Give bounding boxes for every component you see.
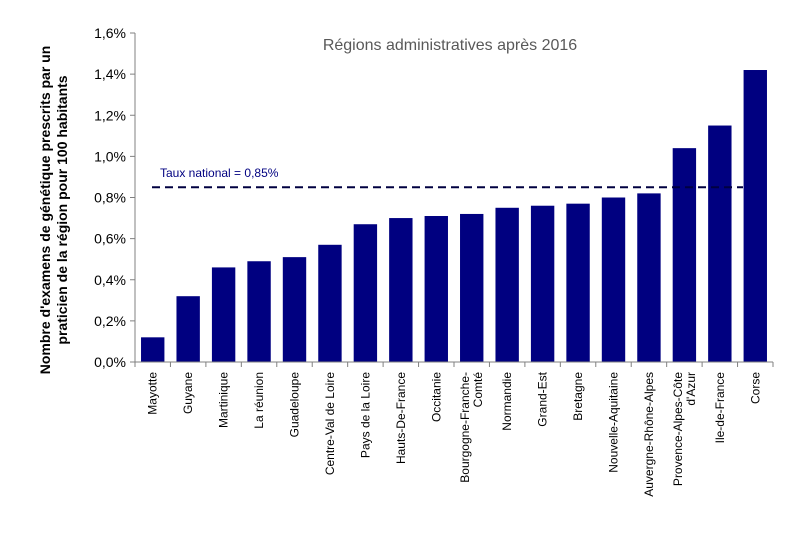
y-axis-ticks: 0,0% 0,2% 0,4% 0,6% 0,8% 1,0% 1,2% 1,4% 1,6% [94,25,135,370]
x-tick-label: Auvergne-Rhône-Alpes [642,372,656,497]
x-tick-label: Guadeloupe [288,372,302,438]
bar [389,218,413,362]
x-tick-label: Nouvelle-Aquitaine [607,372,621,473]
y-tick-label: 0,8% [94,190,126,206]
x-axis-ticks [134,362,774,367]
x-tick-label: Normandie [500,372,514,431]
bar [424,216,448,362]
bar [282,257,307,362]
y-tick-label: 0,4% [94,272,126,288]
x-tick-label: Corse [748,372,762,404]
reference-line-label: Taux national = 0,85% [160,166,279,180]
bar [566,203,590,362]
y-tick-label: 1,2% [94,107,126,123]
y-tick-label: 1,0% [94,148,126,164]
x-tick-label: Bretagne [571,372,585,421]
bar [601,197,626,362]
x-tick-label: Hauts-De-France [394,372,408,464]
chart-title: Régions administratives après 2016 [323,37,577,54]
y-tick-label: 0,0% [94,354,126,370]
x-tick-label: Ile-de-France [713,372,727,444]
x-tick-label: La réunion [252,372,266,429]
bar [318,244,342,362]
bar [637,193,661,362]
y-axis-label-line-1: Nombre d'examens de génétique prescrits … [37,46,53,375]
bar [530,205,555,362]
x-tick-label: Bourgogne-Franche-Comté [458,372,485,483]
y-tick-label: 0,6% [94,231,126,247]
y-tick-label: 0,2% [94,313,126,329]
x-tick-label: Martinique [217,372,231,428]
bar [176,296,200,362]
bar [353,224,378,362]
x-tick-label: Provence-Alpes-Côted'Azur [671,372,698,486]
x-tick-label: Guyane [181,372,195,414]
bar [460,213,484,362]
y-axis-label: Nombre d'examens de génétique prescrits … [37,46,70,375]
bar [672,148,697,362]
x-tick-label: Centre-Val de Loire [323,372,337,475]
y-tick-label: 1,6% [94,25,126,41]
bars [141,70,767,362]
bar [211,267,236,362]
y-tick-label: 1,4% [94,66,126,82]
x-tick-label: Mayotte [146,372,160,415]
x-tick-label: Occitanie [429,372,443,422]
bar [495,207,519,362]
x-tick-label: Grand-Est [536,371,550,426]
bar [708,125,732,362]
bar [247,261,271,362]
bar [141,337,165,362]
x-tick-label: Pays de la Loire [358,372,372,458]
y-axis-label-line-2: praticien de la région pour 100 habitant… [54,75,70,344]
bar [743,70,767,362]
x-axis-labels: Mayotte Guyane Martinique La réunion Guadelo… [146,371,763,496]
